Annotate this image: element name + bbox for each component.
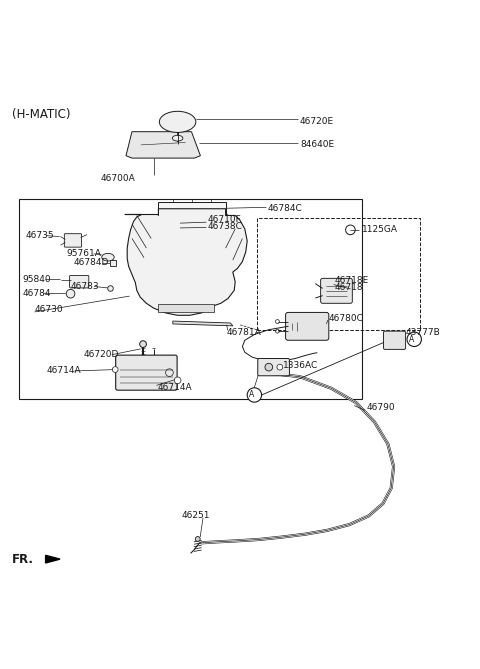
Text: 46720D: 46720D	[84, 350, 120, 359]
Circle shape	[265, 363, 273, 371]
FancyBboxPatch shape	[64, 233, 82, 247]
Text: 46784D: 46784D	[73, 258, 109, 267]
Text: 46730: 46730	[35, 304, 63, 314]
Circle shape	[277, 364, 283, 370]
Text: 46251: 46251	[181, 511, 210, 520]
FancyBboxPatch shape	[70, 276, 89, 288]
FancyBboxPatch shape	[286, 312, 329, 341]
FancyBboxPatch shape	[258, 359, 289, 376]
Text: (H-MATIC): (H-MATIC)	[12, 108, 71, 121]
Ellipse shape	[102, 254, 114, 261]
Bar	[158, 220, 180, 230]
Text: 1336AC: 1336AC	[283, 361, 318, 370]
Bar	[257, 218, 420, 330]
Ellipse shape	[159, 111, 196, 132]
Circle shape	[247, 388, 262, 402]
Text: 46790: 46790	[366, 403, 395, 412]
FancyBboxPatch shape	[384, 331, 406, 349]
Bar	[169, 215, 174, 221]
Text: A: A	[409, 334, 414, 344]
Ellipse shape	[172, 135, 183, 141]
Text: 46781A: 46781A	[227, 328, 261, 337]
Text: 95840: 95840	[22, 275, 51, 284]
Text: 46738C: 46738C	[207, 221, 242, 231]
Text: 46784: 46784	[22, 289, 50, 298]
Text: 46783: 46783	[71, 282, 99, 291]
Polygon shape	[173, 321, 233, 326]
Text: 46714A: 46714A	[47, 367, 82, 375]
Bar	[174, 230, 178, 235]
Text: 46718E: 46718E	[335, 276, 369, 285]
Text: 43777B: 43777B	[406, 328, 440, 337]
Polygon shape	[126, 132, 201, 158]
Circle shape	[140, 341, 146, 347]
Text: 1125GA: 1125GA	[362, 225, 398, 234]
Bar	[19, 199, 362, 399]
Text: 84640E: 84640E	[300, 140, 334, 149]
Bar	[158, 202, 226, 215]
FancyBboxPatch shape	[116, 355, 177, 390]
Text: A: A	[249, 391, 254, 399]
Bar	[163, 215, 168, 221]
Bar	[216, 215, 221, 221]
Circle shape	[66, 290, 75, 298]
Circle shape	[174, 377, 181, 384]
Text: 46735: 46735	[25, 231, 54, 240]
Text: FR.: FR.	[12, 553, 34, 566]
Text: 46710F: 46710F	[207, 215, 241, 224]
Circle shape	[112, 367, 118, 373]
Bar	[222, 215, 227, 221]
Text: 46700A: 46700A	[101, 173, 135, 183]
Polygon shape	[125, 209, 247, 315]
Circle shape	[407, 332, 421, 347]
Text: 46720E: 46720E	[300, 117, 334, 126]
Polygon shape	[46, 555, 60, 563]
Text: 46714A: 46714A	[157, 383, 192, 392]
Text: 46718: 46718	[335, 284, 364, 292]
Text: 46784C: 46784C	[268, 204, 302, 213]
FancyBboxPatch shape	[321, 278, 352, 303]
Text: 95761A: 95761A	[66, 250, 101, 258]
Bar	[161, 230, 165, 235]
Bar	[158, 304, 214, 312]
Text: 46780C: 46780C	[329, 314, 364, 323]
Circle shape	[195, 537, 200, 541]
